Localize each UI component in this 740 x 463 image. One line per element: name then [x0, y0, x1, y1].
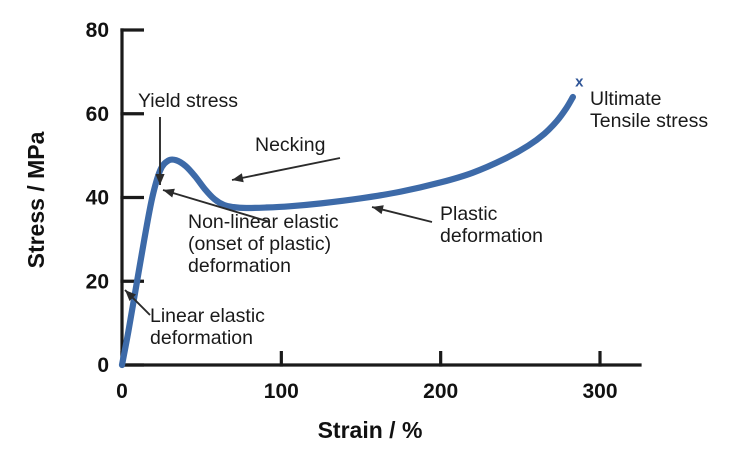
leader-arrow: [155, 117, 165, 185]
ultimate-tensile-point-marker: x: [575, 74, 584, 91]
x-axis-title: Strain / %: [318, 417, 423, 443]
y-tick-label: 80: [86, 19, 109, 42]
data-series-group: [118, 93, 577, 369]
annotations: Yield stress Necking Non-linear elastic(on…: [124, 88, 708, 349]
x-tick-label: 0: [116, 380, 128, 403]
annotation-ultimate-tensile-stress-line: Ultimate: [590, 88, 662, 110]
annotation-ultimate-tensile-stress-line: Tensile stress: [590, 110, 708, 132]
leader-arrow: [162, 188, 271, 223]
x-tick-label: 200: [423, 380, 458, 403]
annotation-plastic-deformation-line: deformation: [440, 225, 543, 247]
annotation-yield-stress-line: Yield stress: [138, 90, 238, 112]
annotation-necking-line: Necking: [255, 134, 325, 156]
axis-tick-labels: 0 20 40 60 80 0 100 200 300: [86, 19, 618, 403]
data-markers: x: [575, 74, 584, 91]
annotation-plastic-deformation-line: Plastic: [440, 203, 498, 225]
y-tick-label: 20: [86, 270, 109, 293]
leader-arrow: [371, 205, 433, 223]
y-tick-label: 60: [86, 103, 109, 126]
annotation-necking: Necking: [231, 134, 341, 183]
x-tick-label: 300: [582, 380, 617, 403]
y-tick-label: 0: [97, 354, 109, 377]
stress-strain-curve: [118, 93, 577, 369]
annotation-non-linear-elastic-line: Non-linear elastic: [188, 211, 339, 233]
annotation-non-linear-elastic: Non-linear elastic(onset of plastic)defo…: [162, 188, 339, 277]
y-axis-title: Stress / MPa: [23, 131, 49, 268]
y-tick-label: 40: [86, 187, 109, 210]
leader-arrow: [124, 289, 151, 316]
annotation-non-linear-elastic-line: (onset of plastic): [188, 233, 331, 255]
x-tick-label: 100: [264, 380, 299, 403]
annotation-linear-elastic-line: deformation: [150, 327, 253, 349]
annotation-yield-stress: Yield stress: [138, 90, 238, 185]
leader-arrow: [231, 157, 341, 183]
annotation-non-linear-elastic-line: deformation: [188, 255, 291, 277]
annotation-linear-elastic-line: Linear elastic: [150, 305, 265, 327]
